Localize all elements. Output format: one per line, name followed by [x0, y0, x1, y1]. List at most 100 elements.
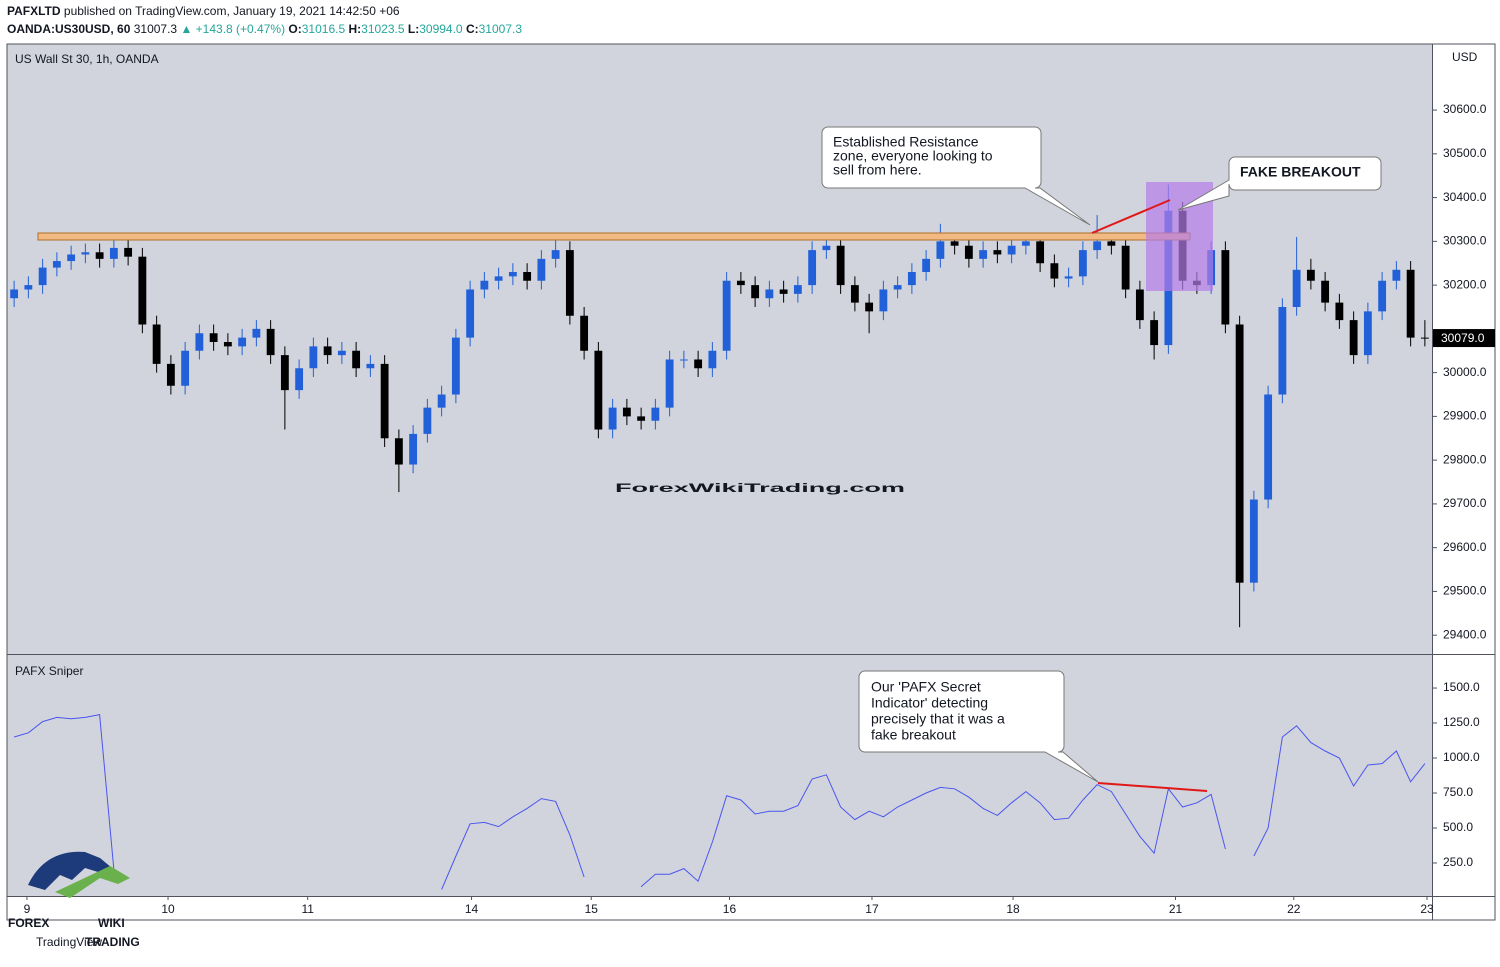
- candle-body: [836, 245, 845, 286]
- candle-body: [109, 247, 118, 259]
- candle-body: [1150, 320, 1159, 346]
- indicator-line: [640, 774, 1226, 888]
- candle-body: [850, 285, 859, 303]
- candle-body: [124, 247, 133, 257]
- candle-body: [651, 407, 660, 421]
- candle-body: [779, 289, 788, 294]
- candle-body: [580, 315, 589, 351]
- last-price-box: [1433, 329, 1495, 348]
- l-label: L:: [408, 22, 419, 36]
- candle-body: [1378, 280, 1387, 312]
- candle-body: [1349, 320, 1358, 356]
- candle-body: [152, 324, 161, 364]
- candle-body: [1036, 241, 1045, 264]
- candle-body: [979, 250, 988, 259]
- candle-body: [936, 241, 945, 259]
- frame: [6, 43, 1496, 921]
- tradingview-mark: TradingView: [36, 935, 102, 949]
- callout-text: Indicator' detecting: [871, 695, 988, 711]
- h-label: H:: [348, 22, 361, 36]
- publisher: PAFXLTD: [7, 4, 61, 18]
- pane-title: PAFX Sniper: [15, 664, 83, 678]
- candle-body: [38, 267, 47, 286]
- candle-body: [637, 416, 646, 421]
- candle-body: [409, 433, 418, 465]
- y-tick-label: 30500.0: [1443, 146, 1487, 160]
- y-tick-label: 30200.0: [1443, 277, 1487, 291]
- candle-body: [181, 350, 190, 386]
- indicator-line: [441, 798, 585, 890]
- candle-body: [1021, 241, 1030, 246]
- y-tick-label: 29800.0: [1443, 452, 1487, 466]
- o: 31016.5: [302, 22, 346, 36]
- candle-body: [209, 333, 218, 342]
- callout-text: fake breakout: [871, 727, 956, 743]
- candle-body: [523, 271, 532, 281]
- series-group: [13, 714, 1426, 890]
- candle-body: [1135, 289, 1144, 321]
- y-tick-label: 30000.0: [1443, 365, 1487, 379]
- candle-body: [252, 328, 261, 338]
- chart-layer: 29400.0 29500.0 29600.0 29700.0 29800.0 29900…: [10, 102, 1495, 916]
- candle-body: [622, 407, 631, 417]
- callout: [821, 126, 1091, 226]
- candle-body: [1235, 324, 1244, 583]
- y-tick-label: 30600.0: [1443, 102, 1487, 116]
- candle-body: [494, 276, 503, 281]
- candle-body: [1420, 337, 1429, 339]
- candle-body: [950, 241, 959, 246]
- candle-body: [337, 350, 346, 356]
- candle-body: [808, 250, 817, 286]
- candle-body: [865, 302, 874, 312]
- candle-body: [793, 285, 802, 294]
- candle-body: [893, 285, 902, 290]
- last: 31007.3: [134, 22, 178, 36]
- candle-body: [1007, 245, 1016, 255]
- candle-body: [466, 289, 475, 338]
- candle-body: [1321, 280, 1330, 303]
- candle-body: [1064, 276, 1073, 279]
- plot-background: [7, 44, 1432, 896]
- candle-body: [608, 407, 617, 430]
- x-tick-label: 22: [1287, 902, 1301, 916]
- candle-body: [366, 363, 375, 369]
- y-tick-label: 250.0: [1443, 855, 1473, 869]
- candle-body: [1335, 302, 1344, 321]
- indicator-line: [13, 714, 115, 871]
- candle-body: [907, 271, 916, 286]
- candle-body: [1093, 241, 1102, 251]
- last-price-label: 30079.0: [1441, 331, 1485, 345]
- candle-body: [551, 250, 560, 259]
- candle-body: [594, 350, 603, 430]
- candle-body: [922, 258, 931, 272]
- candle-body: [679, 359, 688, 361]
- y-tick-label: 29900.0: [1443, 409, 1487, 423]
- candle-body: [993, 250, 1002, 255]
- candle-body: [437, 394, 446, 408]
- candle-body: [1392, 269, 1401, 281]
- published: published on TradingView.com, January 19…: [64, 4, 400, 18]
- candle-body: [380, 363, 389, 439]
- candle-body: [223, 341, 232, 347]
- x-tick-label: 11: [301, 902, 314, 916]
- trend-line: [1097, 782, 1208, 792]
- candle-body: [537, 258, 546, 281]
- callout: [1177, 156, 1382, 211]
- callout-text: precisely that it was a: [871, 711, 1005, 727]
- currency: USD: [1452, 50, 1478, 64]
- x-tick-label: 16: [723, 902, 737, 916]
- y-tick-label: 1250.0: [1443, 715, 1480, 729]
- y-tick-label: 29600.0: [1443, 540, 1487, 554]
- logo-bull: [28, 851, 112, 890]
- candle-body: [352, 350, 361, 369]
- callout-text: Established Resistance: [833, 134, 979, 150]
- x-tick-label: 23: [1420, 902, 1434, 916]
- x-tick-label: 21: [1169, 902, 1183, 916]
- o-label: O:: [288, 22, 301, 36]
- candle-body: [694, 359, 703, 369]
- candle-body: [1406, 269, 1415, 338]
- candle-body: [1050, 263, 1059, 279]
- candle-body: [765, 289, 774, 299]
- candle-body: [67, 254, 76, 262]
